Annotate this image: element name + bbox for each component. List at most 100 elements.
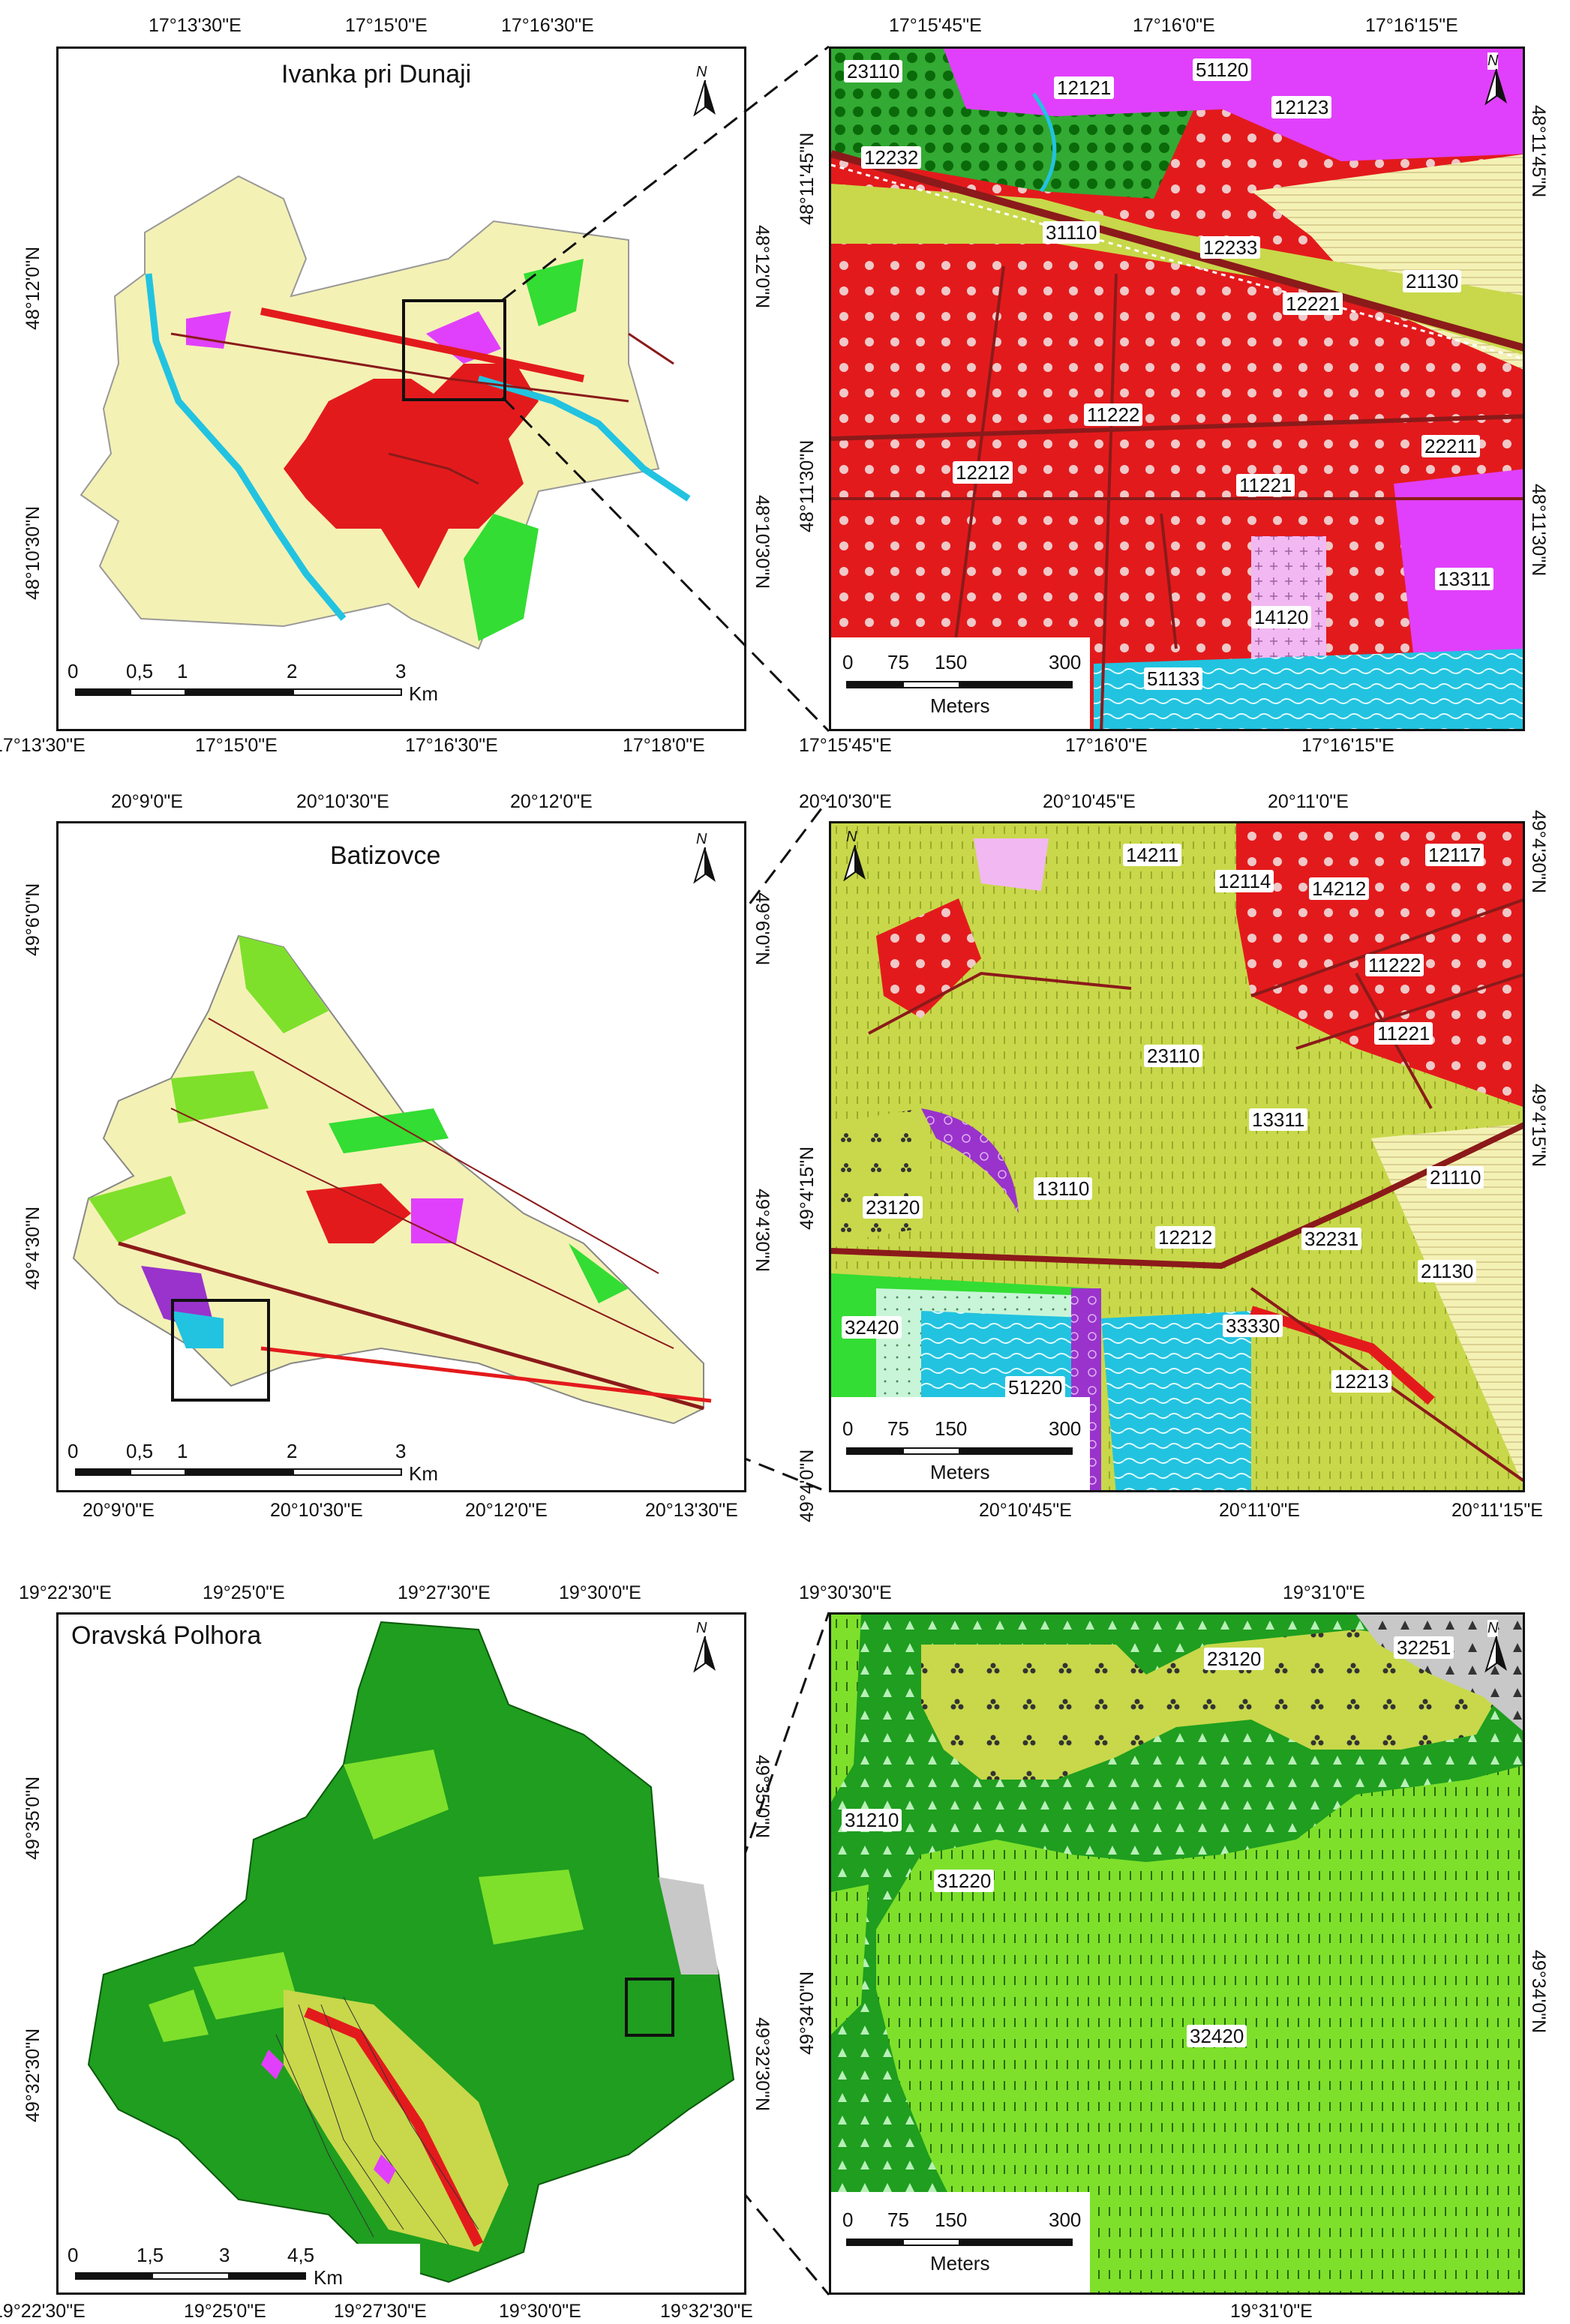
landcover-label: 11221 (1236, 474, 1295, 496)
right-tick-2: 49°4'30"N (752, 1189, 773, 1273)
inset-box (625, 1978, 674, 2037)
scale-bar: 0 75 150 300 Meters (842, 2209, 1086, 2284)
scale-tick: 0 (68, 660, 79, 682)
landcover-label: 23120 (1204, 1648, 1265, 1670)
landcover-label: 11222 (1365, 954, 1424, 976)
landcover-label: 31210 (842, 1809, 902, 1831)
landcover-label: 22211 (1421, 435, 1481, 457)
landcover-label: 23110 (1144, 1045, 1203, 1067)
right-tick-2: 48°10'30"N (752, 495, 773, 589)
bottom-tick-3: 17°16'30"E (405, 735, 498, 756)
landcover-label: 33330 (1223, 1315, 1283, 1337)
landcover-label: 14120 (1251, 606, 1312, 628)
landcover-label: 12123 (1271, 96, 1332, 118)
scale-tick: 300 (1049, 1417, 1082, 1440)
left-tick-2: 48°10'30"N (23, 505, 44, 600)
scale-tick: 2 (287, 660, 298, 682)
right-tick-2: 49°32'30"N (752, 2017, 773, 2112)
landcover-label: 51133 (1144, 667, 1203, 690)
detail-map-ivanka (829, 46, 1525, 731)
landcover-label: 12114 (1215, 870, 1274, 892)
right-tick-1: 49°6'0"N (752, 892, 773, 966)
scale-bar: 0 75 150 300 Meters (842, 1417, 1086, 1492)
detail-map-oravska-polhora (829, 1612, 1525, 2295)
scale-tick: 150 (935, 651, 968, 673)
top-tick-1: 19°22'30"E (19, 1582, 112, 1603)
landcover-label: 32420 (842, 1316, 902, 1339)
left-tick-1: 48°11'45"N (797, 132, 818, 225)
landcover-label: 13110 (1034, 1177, 1093, 1200)
north-arrow-icon: N (690, 1620, 720, 1680)
top-tick-1: 20°9'0"E (111, 791, 183, 812)
landcover-label: 21130 (1418, 1260, 1477, 1282)
scale-tick: 150 (935, 2209, 968, 2231)
bottom-tick-5: 19°32'30"E (660, 2301, 753, 2322)
bottom-tick-3: 20°11'15"E (1451, 1500, 1543, 1521)
scale-tick: 1 (177, 660, 188, 682)
scale-tick: 0,5 (126, 1440, 154, 1462)
landcover-label: 12233 (1200, 236, 1261, 259)
landcover-label: 12213 (1331, 1370, 1392, 1393)
landcover-label: 23120 (863, 1196, 923, 1219)
north-arrow-icon: N (840, 829, 870, 889)
map-title: Ivanka pri Dunaji (281, 60, 472, 88)
left-tick-1: 49°6'0"N (23, 883, 44, 956)
bottom-tick-2: 17°16'0"E (1065, 735, 1148, 756)
scale-tick: 2 (287, 1440, 298, 1462)
scale-tick: 300 (1049, 2209, 1082, 2231)
scale-tick: 0 (68, 2244, 79, 2266)
top-tick-1: 17°13'30"E (149, 15, 242, 36)
bottom-tick-1: 20°10'45"E (979, 1500, 1072, 1521)
scale-unit: Km (314, 2266, 343, 2289)
scale-tick: 75 (887, 1417, 909, 1440)
overview-map-batizovce-drawing (72, 934, 712, 1425)
detail-map-batizovce (829, 821, 1525, 1492)
right-tick-2: 48°11'30"N (1528, 484, 1549, 577)
north-arrow-icon: N (690, 64, 720, 124)
left-tick-2: 48°11'30"N (797, 439, 818, 532)
scale-bar: 0 0,5 1 2 3 Km (68, 1440, 438, 1485)
north-label: N (1487, 52, 1499, 70)
landcover-label: 21110 (1427, 1166, 1484, 1189)
scale-unit: Km (409, 1462, 438, 1485)
bottom-tick-4: 20°13'30"E (645, 1500, 738, 1521)
scale-tick: 4,5 (287, 2244, 315, 2266)
landcover-label: 12212 (1155, 1226, 1216, 1249)
top-tick-3: 19°27'30"E (398, 1582, 491, 1603)
top-tick-4: 19°30'0"E (559, 1582, 641, 1603)
landcover-label: 23110 (844, 60, 903, 82)
inset-box (171, 1299, 270, 1402)
scale-tick: 0 (842, 1417, 854, 1440)
right-tick-1: 49°35'0"N (752, 1755, 773, 1839)
scale-unit: Km (409, 682, 438, 705)
bottom-tick-1: 19°22'30"E (0, 2301, 86, 2322)
scale-tick: 300 (1049, 651, 1082, 673)
north-label: N (846, 829, 857, 845)
top-tick-3: 17°16'30"E (501, 15, 594, 36)
left-tick-1: 48°12'0"N (23, 246, 44, 330)
scale-tick: 0 (842, 2209, 854, 2231)
bottom-tick-3: 20°12'0"E (465, 1500, 548, 1521)
scale-unit: Meters (930, 694, 990, 717)
scale-tick: 3 (219, 2244, 230, 2266)
scale-tick: 0 (68, 1440, 79, 1462)
right-tick-1: 48°12'0"N (752, 225, 773, 309)
top-tick-1: 20°10'30"E (799, 791, 892, 812)
scale-bar: 0 75 150 300 Meters (842, 651, 1086, 726)
north-label: N (696, 1620, 707, 1636)
detail-map-oravska-polhora-drawing (831, 1615, 1523, 2293)
bottom-tick-2: 17°15'0"E (195, 735, 278, 756)
scale-tick: 0,5 (126, 660, 154, 682)
bottom-tick-3: 19°27'30"E (334, 2301, 427, 2322)
bottom-tick-1: 17°15'45"E (799, 735, 892, 756)
bottom-tick-4: 17°18'0"E (623, 735, 705, 756)
landcover-label: 12117 (1425, 844, 1484, 866)
right-tick-1: 49°34'0"N (1528, 1950, 1549, 2034)
scale-tick: 75 (887, 651, 909, 673)
top-tick-2: 19°25'0"E (203, 1582, 285, 1603)
overview-map-ivanka (56, 46, 746, 731)
top-tick-2: 17°16'0"E (1133, 15, 1215, 36)
scale-tick: 0 (842, 651, 854, 673)
landcover-label: 51220 (1005, 1376, 1066, 1399)
left-tick-1: 49°34'0"N (797, 1971, 818, 2055)
